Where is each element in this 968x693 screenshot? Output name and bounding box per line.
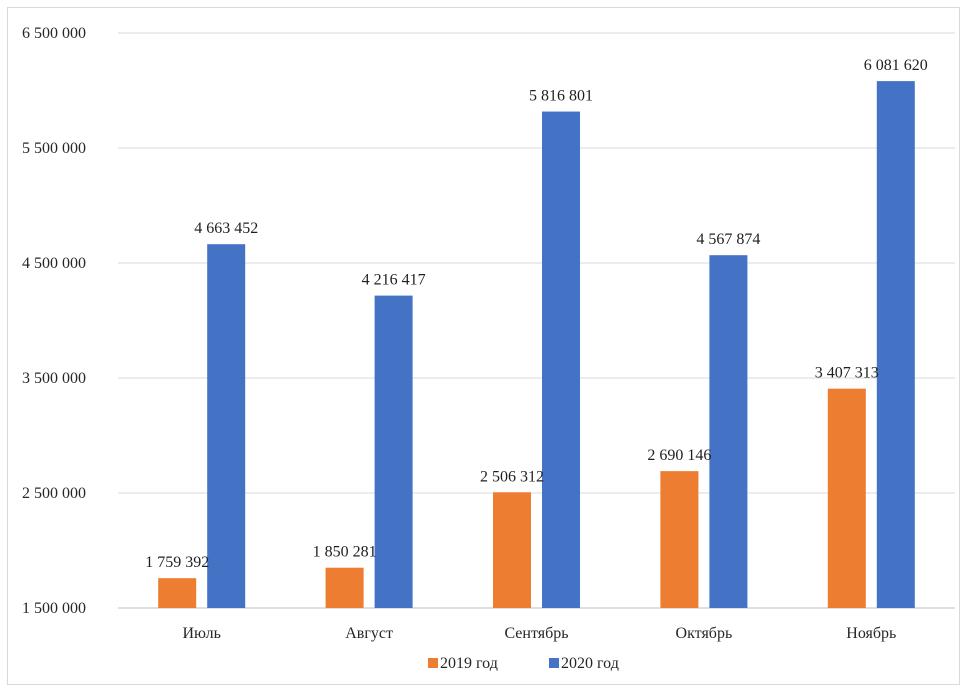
y-tick-label: 2 500 000 <box>22 485 86 502</box>
y-tick-label: 5 500 000 <box>22 140 86 157</box>
y-axis-ticks: 1 500 000 2 500 000 3 500 000 4 500 000 5 50… <box>22 25 86 617</box>
data-label: 6 081 620 <box>864 57 928 74</box>
y-tick-label: 6 500 000 <box>22 25 86 42</box>
data-label: 4 216 417 <box>362 272 426 289</box>
bar-series-1 <box>325 567 364 608</box>
bar-series-2 <box>709 255 748 608</box>
gridlines <box>118 32 955 609</box>
y-tick-label: 4 500 000 <box>22 255 86 272</box>
bar-series-1 <box>158 578 197 608</box>
legend-label: 2020 год <box>561 655 619 672</box>
data-label: 2 690 146 <box>647 447 711 464</box>
x-tick-label: Сентябрь <box>504 625 568 642</box>
x-tick-label: Ноябрь <box>846 625 896 642</box>
data-label: 5 816 801 <box>529 88 593 105</box>
bar-series-2 <box>207 244 246 609</box>
x-tick-label: Июль <box>183 625 221 642</box>
data-label: 2 506 312 <box>480 468 544 485</box>
data-labels: 1 759 392 4 663 452 1 850 281 4 216 417 2 50… <box>145 57 928 571</box>
legend: 2019 год 2020 год <box>428 655 619 672</box>
data-label: 3 407 313 <box>815 365 879 382</box>
x-axis-ticks: Июль Август Сентябрь Октябрь Ноябрь <box>183 625 897 642</box>
legend-swatch <box>428 658 438 668</box>
chart-frame <box>7 7 960 685</box>
legend-swatch <box>549 658 559 668</box>
y-tick-label: 3 500 000 <box>22 370 86 387</box>
data-label: 4 663 452 <box>194 220 258 237</box>
bar-series-2 <box>542 111 580 609</box>
data-label: 1 759 392 <box>145 554 209 571</box>
bar-series-1 <box>827 388 866 608</box>
y-tick-label: 1 500 000 <box>22 600 86 617</box>
data-label: 1 850 281 <box>313 544 377 561</box>
legend-label: 2019 год <box>440 655 498 672</box>
bar-series-1 <box>660 471 699 608</box>
bar-series-2 <box>876 81 915 608</box>
bar-series-1 <box>493 492 531 608</box>
data-label: 4 567 874 <box>696 231 760 248</box>
x-tick-label: Август <box>345 625 393 642</box>
bar-series-2 <box>374 295 413 608</box>
x-tick-label: Октябрь <box>676 625 733 642</box>
bars <box>158 81 915 609</box>
